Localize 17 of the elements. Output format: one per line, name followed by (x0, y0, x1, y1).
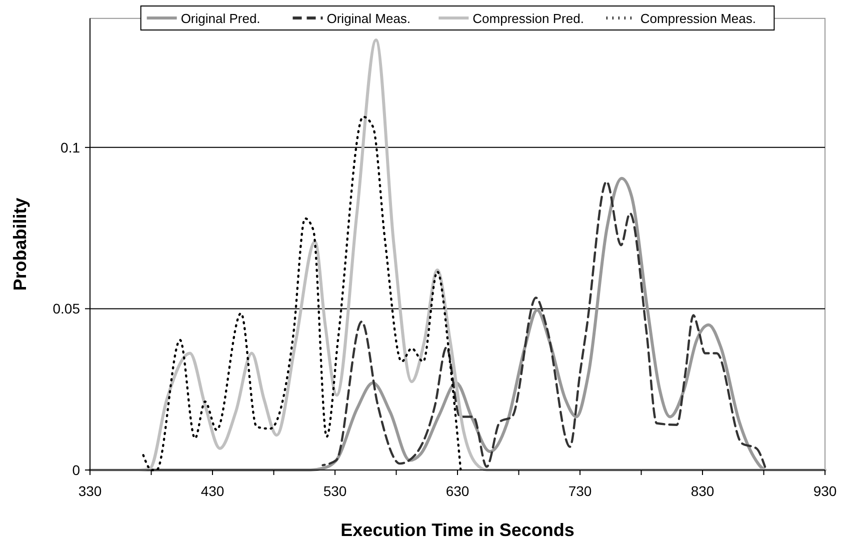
x-tick-label: 530 (323, 483, 347, 499)
legend-label: Compression Meas. (640, 11, 756, 26)
legend-label: Original Meas. (326, 11, 411, 26)
x-tick-label: 830 (690, 483, 714, 499)
line-series (322, 180, 766, 468)
x-tick-label: 730 (568, 483, 592, 499)
x-tick-label: 430 (200, 483, 224, 499)
legend-label: Compression Pred. (472, 11, 584, 26)
x-tick-label: 630 (446, 483, 470, 499)
x-tick-label: 330 (78, 483, 102, 499)
y-tick-label: 0 (72, 462, 80, 478)
y-axis-title: Probability (10, 198, 30, 291)
legend-label: Original Pred. (180, 11, 260, 26)
y-tick-label: 0.1 (60, 139, 80, 156)
x-tick-label: 930 (813, 483, 837, 499)
y-tick-label: 0.05 (52, 300, 80, 317)
x-axis-title: Execution Time in Seconds (340, 520, 574, 540)
